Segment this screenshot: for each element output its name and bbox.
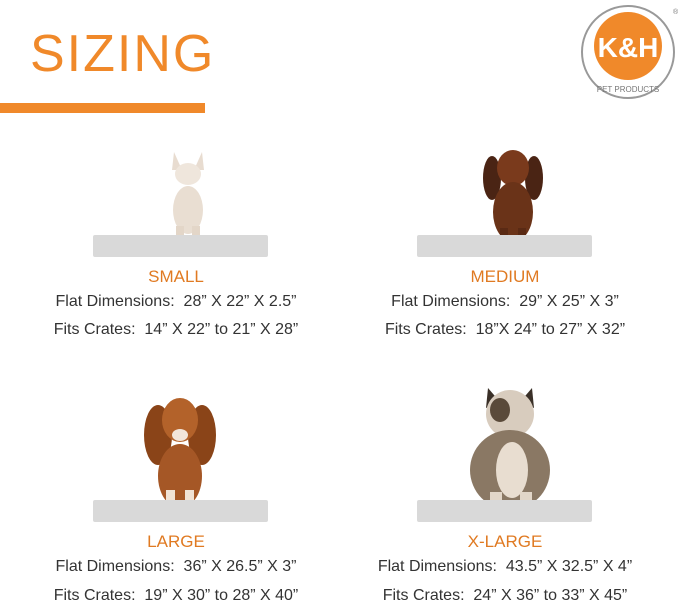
size-label-medium: MEDIUM (470, 267, 540, 286)
fits-crates-small: Fits Crates: 14” X 22” to 21” X 28” (53, 321, 299, 338)
bulldog-image (470, 388, 550, 516)
kh-logo: K&H PET PRODUCTS ® (581, 5, 678, 99)
flat-dimensions-large: Flat Dimensions: 36” X 26.5” X 3” (55, 558, 297, 575)
flat-dimensions-medium: Flat Dimensions: 29” X 25” X 3” (391, 293, 619, 310)
bed-medium (417, 235, 592, 257)
fits-crates-medium: Fits Crates: 18”X 24” to 27” X 32” (384, 321, 626, 338)
bed-small (93, 235, 268, 257)
flat-dimensions-small: Flat Dimensions: 28” X 22” X 2.5” (55, 293, 297, 310)
bed-large (93, 500, 268, 522)
fits-crates-x-large: Fits Crates: 24” X 36” to 33” X 45” (382, 587, 628, 604)
accent-bar (0, 103, 205, 113)
size-label-small: SMALL (148, 267, 204, 286)
svg-text:K&H: K&H (598, 32, 659, 63)
svg-text:PET PRODUCTS: PET PRODUCTS (597, 85, 660, 94)
cavalier-spaniel-image (144, 398, 216, 514)
size-label-x-large: X-LARGE (467, 532, 543, 551)
size-label-large: LARGE (147, 532, 205, 551)
bed-x-large (417, 500, 592, 522)
fits-crates-large: Fits Crates: 19” X 30” to 28” X 40” (53, 587, 299, 604)
flat-dimensions-x-large: Flat Dimensions: 43.5” X 32.5” X 4” (377, 558, 633, 575)
svg-text:®: ® (673, 8, 678, 16)
page-title: SIZING (30, 25, 216, 83)
